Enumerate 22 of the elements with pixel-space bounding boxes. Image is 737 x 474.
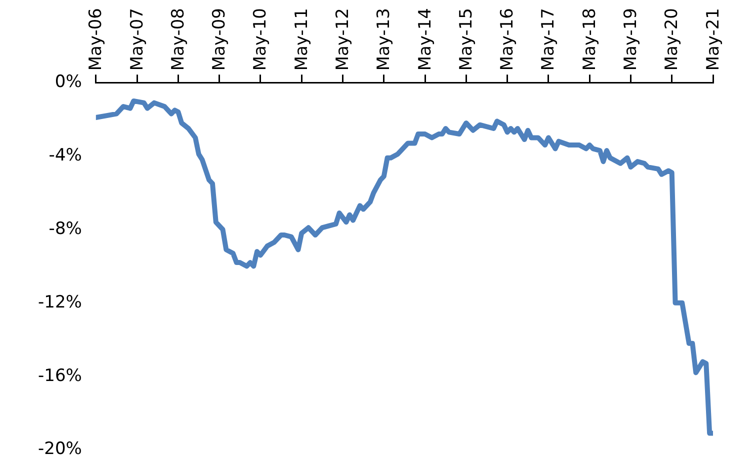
x-tick-label: May-12 [333, 8, 354, 71]
y-tick-label: -8% [48, 218, 82, 239]
x-tick-label: May-08 [168, 8, 188, 71]
x-tick-label: May-14 [415, 8, 436, 71]
y-tick-label: -16% [38, 366, 82, 386]
x-tick-label: May-16 [498, 8, 518, 71]
y-tick-label: -4% [48, 145, 82, 166]
x-tick-label: May-21 [703, 8, 724, 71]
y-tick-label: -20% [38, 439, 82, 460]
x-tick-label: May-19 [620, 8, 641, 71]
x-tick-label: May-18 [580, 8, 600, 71]
x-tick-label: May-20 [662, 8, 682, 71]
x-tick-label: May-06 [86, 8, 106, 71]
x-tick-label: May-07 [127, 8, 148, 71]
x-tick-label: May-13 [374, 8, 394, 71]
x-tick-label: May-17 [538, 8, 559, 71]
x-tick-label: May-09 [210, 8, 230, 71]
y-tick-label: -12% [38, 292, 82, 312]
x-tick-label: May-11 [292, 8, 312, 71]
y-tick-label: 0% [54, 72, 82, 92]
x-tick-label: May-10 [250, 8, 271, 71]
x-tick-label: May-15 [456, 8, 476, 71]
